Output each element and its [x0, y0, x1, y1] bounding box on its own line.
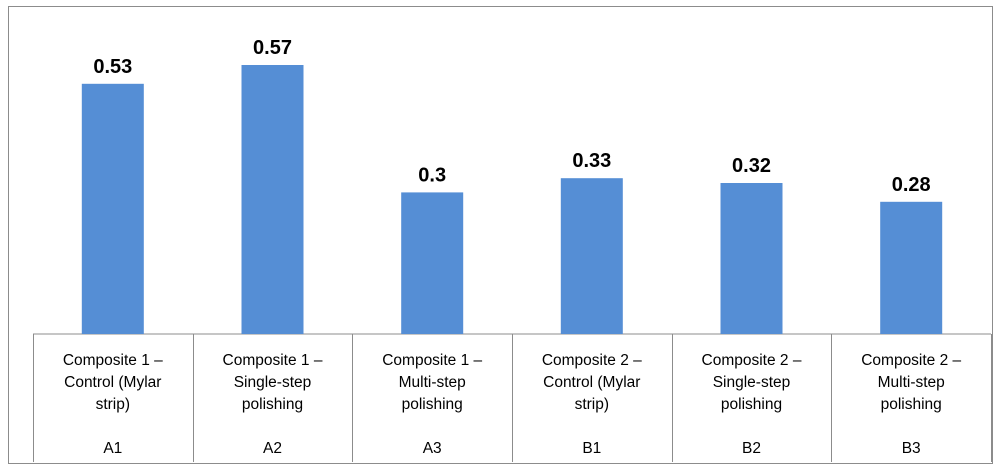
- category-label: Composite 2 –: [702, 352, 802, 369]
- category-label: Single-step: [713, 374, 791, 391]
- data-label: 0.53: [93, 56, 132, 78]
- category-code-label: B2: [742, 440, 761, 457]
- category-label: polishing: [881, 396, 942, 413]
- category-label: polishing: [721, 396, 782, 413]
- chart-frame: [8, 6, 993, 464]
- category-label: Composite 1 –: [382, 352, 482, 369]
- category-label: polishing: [242, 396, 303, 413]
- category-label: Multi-step: [399, 374, 466, 391]
- category-label: Single-step: [234, 374, 312, 391]
- data-label: 0.3: [418, 164, 446, 186]
- category-code-label: A2: [263, 440, 282, 457]
- category-label: polishing: [402, 396, 463, 413]
- category-label: Control (Mylar: [64, 374, 161, 391]
- bar-a3: [401, 192, 464, 334]
- data-label: 0.32: [732, 155, 771, 177]
- category-code-label: B1: [582, 440, 601, 457]
- category-code-label: A3: [423, 440, 442, 457]
- bar-b3: [880, 201, 943, 334]
- data-label: 0.33: [572, 150, 611, 172]
- data-label: 0.28: [892, 174, 931, 196]
- category-label: Control (Mylar: [543, 374, 640, 391]
- category-label: strip): [575, 396, 609, 413]
- category-label: strip): [96, 396, 130, 413]
- category-label: Composite 2 –: [542, 352, 642, 369]
- bar-b2: [720, 183, 783, 334]
- category-label: Composite 2 –: [861, 352, 961, 369]
- bar-b1: [560, 178, 623, 334]
- category-label: Composite 1 –: [63, 352, 163, 369]
- category-label: Composite 1 –: [223, 352, 323, 369]
- bar-a2: [241, 65, 304, 334]
- category-label: Multi-step: [878, 374, 945, 391]
- category-code-label: B3: [902, 440, 921, 457]
- bar-a1: [81, 83, 144, 334]
- category-code-label: A1: [103, 440, 122, 457]
- data-label: 0.57: [253, 37, 292, 59]
